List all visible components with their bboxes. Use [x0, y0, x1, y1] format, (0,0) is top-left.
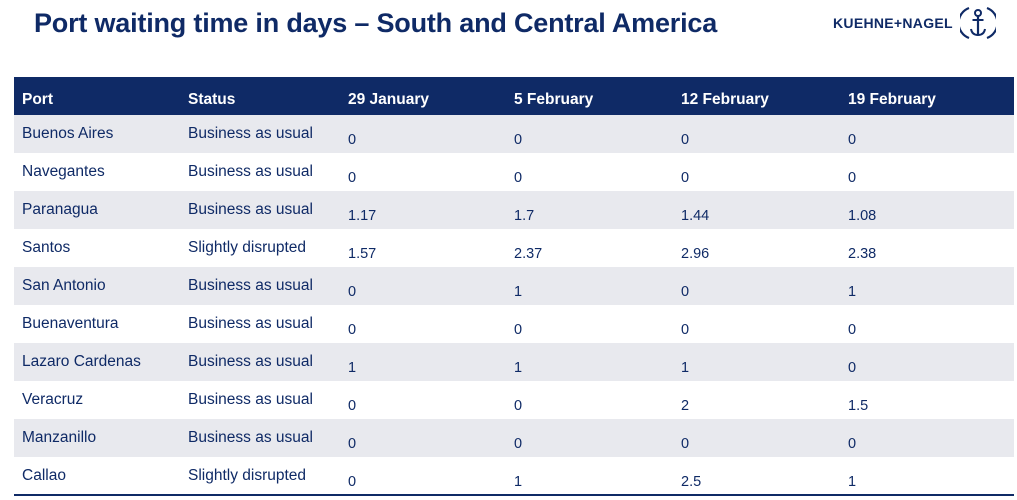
waiting-days-19-february: 1.5 [848, 398, 869, 414]
port-status: Business as usual [188, 353, 313, 370]
port-status: Business as usual [188, 125, 313, 142]
table-row: Navegantes Business as usual 0 0 0 0 [14, 153, 1014, 191]
port-name: Paranagua [22, 201, 98, 218]
column-header-5-february: 5 February [514, 91, 594, 108]
waiting-days-5-february: 1 [514, 360, 523, 376]
kuehne-nagel-logo: KUEHNE+NAGEL [833, 3, 1003, 43]
waiting-days-12-february: 2 [681, 398, 690, 414]
waiting-days-5-february: 1 [514, 474, 523, 490]
waiting-days-19-february: 1.08 [848, 208, 877, 224]
column-header-19-february: 19 February [848, 91, 936, 108]
port-status: Business as usual [188, 391, 313, 408]
port-name: Navegantes [22, 163, 105, 180]
waiting-days-29-january: 0 [348, 322, 357, 338]
port-status: Business as usual [188, 429, 313, 446]
table-row: Santos Slightly disrupted 1.57 2.37 2.96… [14, 229, 1014, 267]
waiting-days-5-february: 0 [514, 322, 523, 338]
port-name: Buenaventura [22, 315, 119, 332]
table-row: Buenaventura Business as usual 0 0 0 0 [14, 305, 1014, 343]
column-header-29-january: 29 January [348, 91, 429, 108]
port-name: Callao [22, 467, 66, 484]
waiting-days-12-february: 2.96 [681, 246, 710, 262]
waiting-days-5-february: 0 [514, 170, 523, 186]
port-status: Slightly disrupted [188, 239, 307, 256]
waiting-days-29-january: 1 [348, 360, 357, 376]
column-header-port: Port [22, 91, 53, 108]
waiting-days-19-february: 2.38 [848, 246, 877, 262]
waiting-days-19-february: 0 [848, 436, 857, 452]
waiting-days-19-february: 0 [848, 360, 857, 376]
port-name: Santos [22, 239, 71, 256]
waiting-days-19-february: 0 [848, 132, 857, 148]
port-status: Business as usual [188, 277, 313, 294]
table-row: Lazaro Cardenas Business as usual 1 1 1 … [14, 343, 1014, 381]
port-name: Veracruz [22, 391, 84, 408]
waiting-days-12-february: 0 [681, 170, 690, 186]
waiting-days-19-february: 1 [848, 284, 857, 300]
waiting-days-12-february: 0 [681, 322, 690, 338]
waiting-days-5-february: 1 [514, 284, 523, 300]
port-name: Manzanillo [22, 429, 97, 446]
table-row: Callao Slightly disrupted 0 1 2.5 1 [14, 457, 1014, 495]
port-name: San Antonio [22, 277, 106, 294]
port-waiting-table: Port Status 29 January 5 February 12 Feb… [14, 77, 1014, 496]
table-row: Buenos Aires Business as usual 0 0 0 0 [14, 115, 1014, 153]
waiting-days-29-january: 0 [348, 436, 357, 452]
column-header-12-february: 12 February [681, 91, 769, 108]
anchor-icon [959, 6, 996, 40]
waiting-days-5-february: 2.37 [514, 246, 543, 262]
waiting-days-5-february: 1.7 [514, 208, 535, 224]
port-status: Business as usual [188, 201, 313, 218]
port-name: Buenos Aires [22, 125, 114, 142]
waiting-days-29-january: 1.57 [348, 246, 377, 262]
waiting-days-12-february: 0 [681, 436, 690, 452]
port-status: Slightly disrupted [188, 467, 307, 484]
waiting-days-29-january: 1.17 [348, 208, 377, 224]
waiting-days-29-january: 0 [348, 132, 357, 148]
port-status: Business as usual [188, 315, 313, 332]
logo-text: KUEHNE+NAGEL [833, 15, 953, 31]
waiting-days-19-february: 0 [848, 170, 857, 186]
table-row: Manzanillo Business as usual 0 0 0 0 [14, 419, 1014, 457]
port-name: Lazaro Cardenas [22, 353, 141, 370]
waiting-days-19-february: 0 [848, 322, 857, 338]
page-title: Port waiting time in days – South and Ce… [34, 8, 718, 38]
table-row: San Antonio Business as usual 0 1 0 1 [14, 267, 1014, 305]
waiting-days-29-january: 0 [348, 284, 357, 300]
port-waiting-table-container: Port Status 29 January 5 February 12 Feb… [14, 77, 1014, 496]
waiting-days-5-february: 0 [514, 132, 523, 148]
waiting-days-29-january: 0 [348, 398, 357, 414]
waiting-days-12-february: 2.5 [681, 474, 702, 490]
table-header-row: Port Status 29 January 5 February 12 Feb… [14, 77, 1014, 115]
waiting-days-5-february: 0 [514, 436, 523, 452]
waiting-days-12-february: 1.44 [681, 208, 710, 224]
waiting-days-12-february: 0 [681, 132, 690, 148]
waiting-days-12-february: 1 [681, 360, 690, 376]
waiting-days-5-february: 0 [514, 398, 523, 414]
table-row: Veracruz Business as usual 0 0 2 1.5 [14, 381, 1014, 419]
waiting-days-29-january: 0 [348, 170, 357, 186]
waiting-days-19-february: 1 [848, 474, 857, 490]
waiting-days-29-january: 0 [348, 474, 357, 490]
port-status: Business as usual [188, 163, 313, 180]
waiting-days-12-february: 0 [681, 284, 690, 300]
table-row: Paranagua Business as usual 1.17 1.7 1.4… [14, 191, 1014, 229]
column-header-status: Status [188, 91, 236, 108]
